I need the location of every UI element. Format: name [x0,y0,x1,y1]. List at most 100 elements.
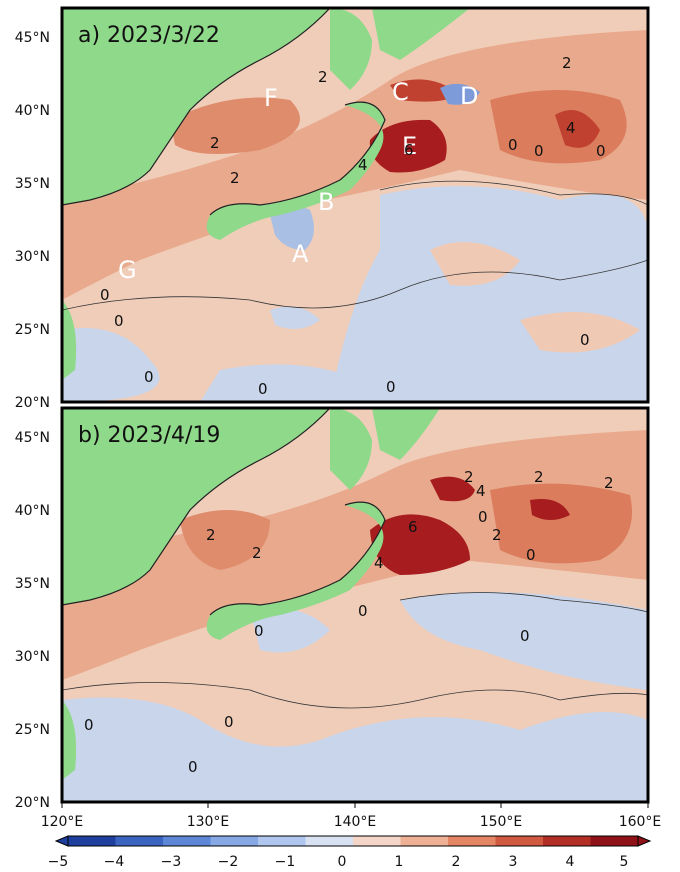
colorbar-tick-label: 1 [395,854,404,870]
colorbar-segment [210,836,259,846]
colorbar-segment [258,836,306,846]
colorbar-tick-label: 4 [566,854,575,870]
coast-land [62,499,77,550]
colorbar-tick-label: −3 [161,854,182,870]
colorbar-segment [590,836,639,846]
colorbar-frame [67,835,639,847]
colorbar-segment [448,836,496,846]
colorbar-segment [115,836,164,846]
contour-label: 6 [408,518,418,536]
feature-label-a: A [292,240,309,268]
contour-label: 0 [114,312,124,330]
korea-peninsula-land [330,8,372,90]
contour-label: 2 [492,526,502,544]
lat-tick-label: 25°N [15,322,50,338]
contour-label: 0 [224,713,234,731]
panel-b-title: b) 2023/4/19 [78,423,220,448]
contour-label: 0 [386,378,396,396]
colorbar-tick-label: 2 [452,854,461,870]
lat-tick-label: 20°N [15,395,50,411]
panel-a-map [62,8,648,402]
lon-tick-label: 140°E [334,814,377,830]
lon-tick-label: 160°E [619,814,662,830]
contour-label: 0 [84,716,94,734]
contour-label: 2 [534,468,544,486]
colorbar [54,835,652,847]
lat-tick-label: 30°N [15,649,50,665]
korea-peninsula-land [330,408,372,490]
contour-label: 4 [476,482,486,500]
asian-continent-land [62,8,330,205]
lat-tick-label: 40°N [15,103,50,119]
colorbar-min-extension [54,835,69,847]
colorbar-tick-label: −5 [48,854,69,870]
colorbar-tick-labels: −5 −4 −3 −2 −1 0 1 2 3 4 5 [48,854,629,870]
colorbar-segment [353,836,401,846]
contour-label: 2 [210,134,220,152]
latitude-axis-b: 45°N 40°N 35°N 30°N 25°N 20°N [15,430,50,811]
colorbar-segment [495,836,544,846]
feature-label-e: E [402,132,417,160]
colorbar-tick-label: −2 [218,854,239,870]
contour-label: 2 [562,54,572,72]
colorbar-tick-label: 5 [620,854,629,870]
asian-continent-land [62,408,330,605]
colorbar-segment [68,836,116,846]
contour-label: 2 [252,544,262,562]
contour-label: 0 [100,286,110,304]
colorbar-segment [305,836,354,846]
contour-label: 0 [358,602,368,620]
feature-label-b: B [318,188,334,216]
contour-label: 4 [374,554,384,572]
northern-land [372,8,470,60]
colorbar-segment [543,836,591,846]
colorbar-max-extension [637,835,652,847]
feature-label-f: F [264,84,278,112]
colorbar-tick-label: −4 [104,854,125,870]
contour-label: 6 [404,141,414,159]
latitude-axis-a: 45°N 40°N 35°N 30°N 25°N 20°N [15,30,50,411]
lon-tick-label: 150°E [480,814,523,830]
contour-label: 2 [318,68,328,86]
contour-label: 2 [464,468,474,486]
contour-label: 0 [478,508,488,526]
contour-label: 0 [526,546,536,564]
lat-tick-label: 45°N [15,30,50,46]
longitude-axis: 120°E 130°E 140°E 150°E 160°E [41,802,662,830]
lat-tick-label: 45°N [15,430,50,446]
northern-land [372,408,440,460]
coast-land [62,99,77,150]
colorbar-segment [163,836,211,846]
colorbar-segment [400,836,449,846]
panel-a-title: a) 2023/3/22 [78,23,220,48]
colorbar-tick-label: 3 [509,854,518,870]
feature-label-d: D [460,82,478,110]
contour-label: 0 [188,758,198,776]
lat-tick-label: 35°N [15,176,50,192]
contour-label: 0 [144,368,154,386]
contour-label: 0 [254,622,264,640]
contour-label: 4 [358,156,368,174]
contour-label: 0 [534,142,544,160]
taiwan-land [62,300,77,380]
colorbar-tick-label: 0 [338,854,347,870]
feature-label-c: C [392,78,409,106]
lat-tick-label: 20°N [15,795,50,811]
lat-tick-label: 35°N [15,576,50,592]
colorbar-tick-label: −1 [275,854,296,870]
lon-tick-label: 130°E [187,814,230,830]
panel-b-map [62,408,648,802]
feature-label-g: G [118,256,137,284]
contour-label: 0 [258,380,268,398]
japan-honshu-land [206,502,385,640]
lon-tick-label: 120°E [41,814,84,830]
contour-label: 0 [596,142,606,160]
lat-tick-label: 25°N [15,722,50,738]
contour-label: 2 [206,526,216,544]
contour-label: 4 [566,119,576,137]
panel-b: b) 2023/4/19 2 2 2 2 4 6 4 2 2 0 0 0 0 0… [60,406,650,804]
japan-honshu-land [206,102,385,241]
lat-tick-label: 40°N [15,503,50,519]
contour-label: 2 [230,169,240,187]
